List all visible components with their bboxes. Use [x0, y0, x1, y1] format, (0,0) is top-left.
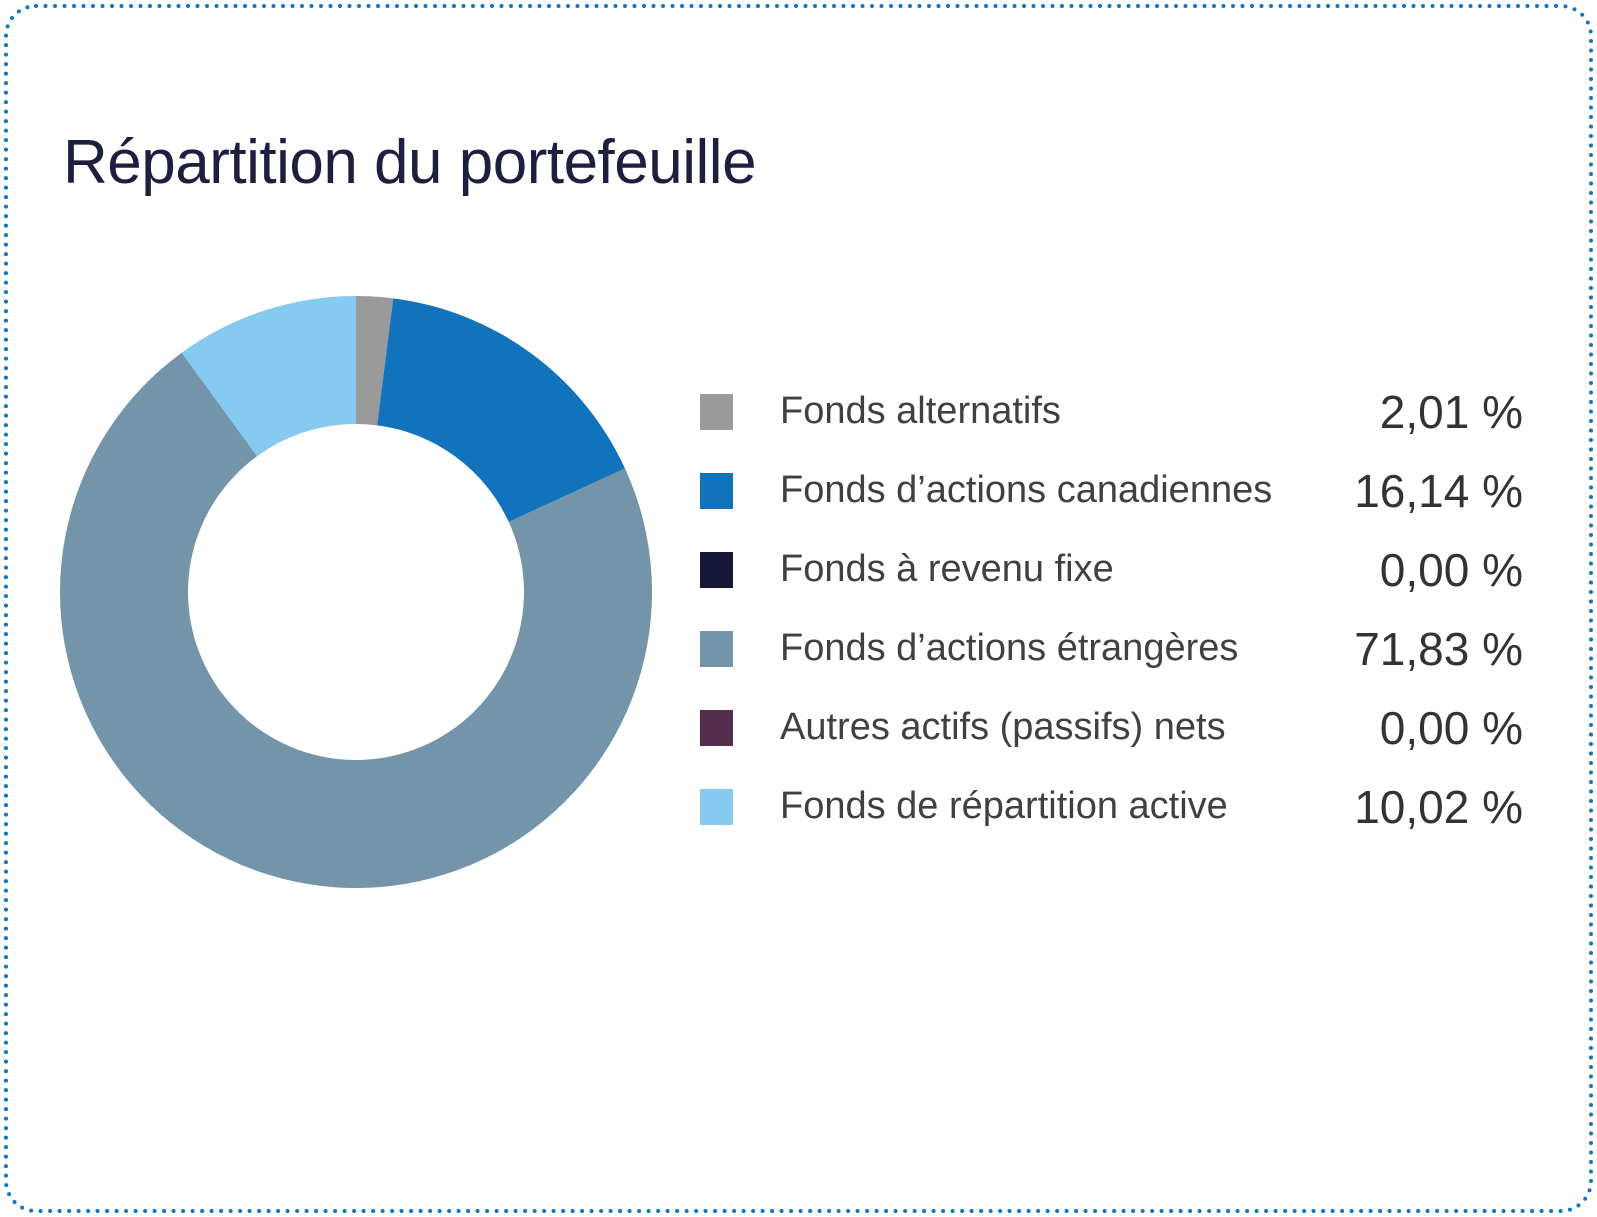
legend-item-autres-actifs-passifs-nets: Autres actifs (passifs) nets 0,00 %	[700, 688, 1523, 767]
legend-item-fonds-actions-etrangeres: Fonds d’actions étrangères 71,83 %	[700, 609, 1523, 688]
chart-legend: Fonds alternatifs 2,01 % Fonds d’actions…	[700, 372, 1523, 846]
legend-swatch	[700, 630, 733, 667]
legend-label: Fonds à revenu fixe	[780, 548, 1114, 590]
legend-value: 16,14 %	[1354, 464, 1523, 517]
legend-swatch	[700, 551, 733, 588]
donut-slice-fonds-repartition-active	[181, 296, 356, 457]
legend-value: 2,01 %	[1379, 385, 1523, 438]
legend-label: Fonds alternatifs	[780, 390, 1061, 432]
legend-label: Fonds de répartition active	[780, 785, 1228, 827]
legend-value: 0,00 %	[1379, 543, 1523, 596]
donut-chart	[60, 296, 652, 889]
legend-item-fonds-repartition-active: Fonds de répartition active 10,02 %	[700, 767, 1523, 846]
legend-value: 0,00 %	[1379, 701, 1523, 754]
legend-label: Autres actifs (passifs) nets	[780, 706, 1226, 748]
legend-swatch	[700, 709, 733, 746]
legend-item-fonds-revenu-fixe: Fonds à revenu fixe 0,00 %	[700, 530, 1523, 609]
legend-value: 10,02 %	[1354, 780, 1523, 833]
legend-label: Fonds d’actions étrangères	[780, 627, 1239, 669]
legend-swatch	[700, 472, 733, 509]
legend-item-fonds-actions-canadiennes: Fonds d’actions canadiennes 16,14 %	[700, 451, 1523, 530]
donut-slice-fonds-actions-canadiennes	[377, 298, 626, 522]
legend-label: Fonds d’actions canadiennes	[780, 469, 1273, 511]
donut-slice-fonds-actions-etrangeres	[60, 352, 652, 889]
legend-swatch	[700, 788, 733, 825]
donut-slice-fonds-alternatifs	[356, 296, 394, 426]
legend-swatch	[700, 393, 733, 430]
legend-value: 71,83 %	[1354, 622, 1523, 675]
page-title: Répartition du portefeuille	[63, 128, 757, 197]
legend-item-fonds-alternatifs: Fonds alternatifs 2,01 %	[700, 372, 1523, 451]
